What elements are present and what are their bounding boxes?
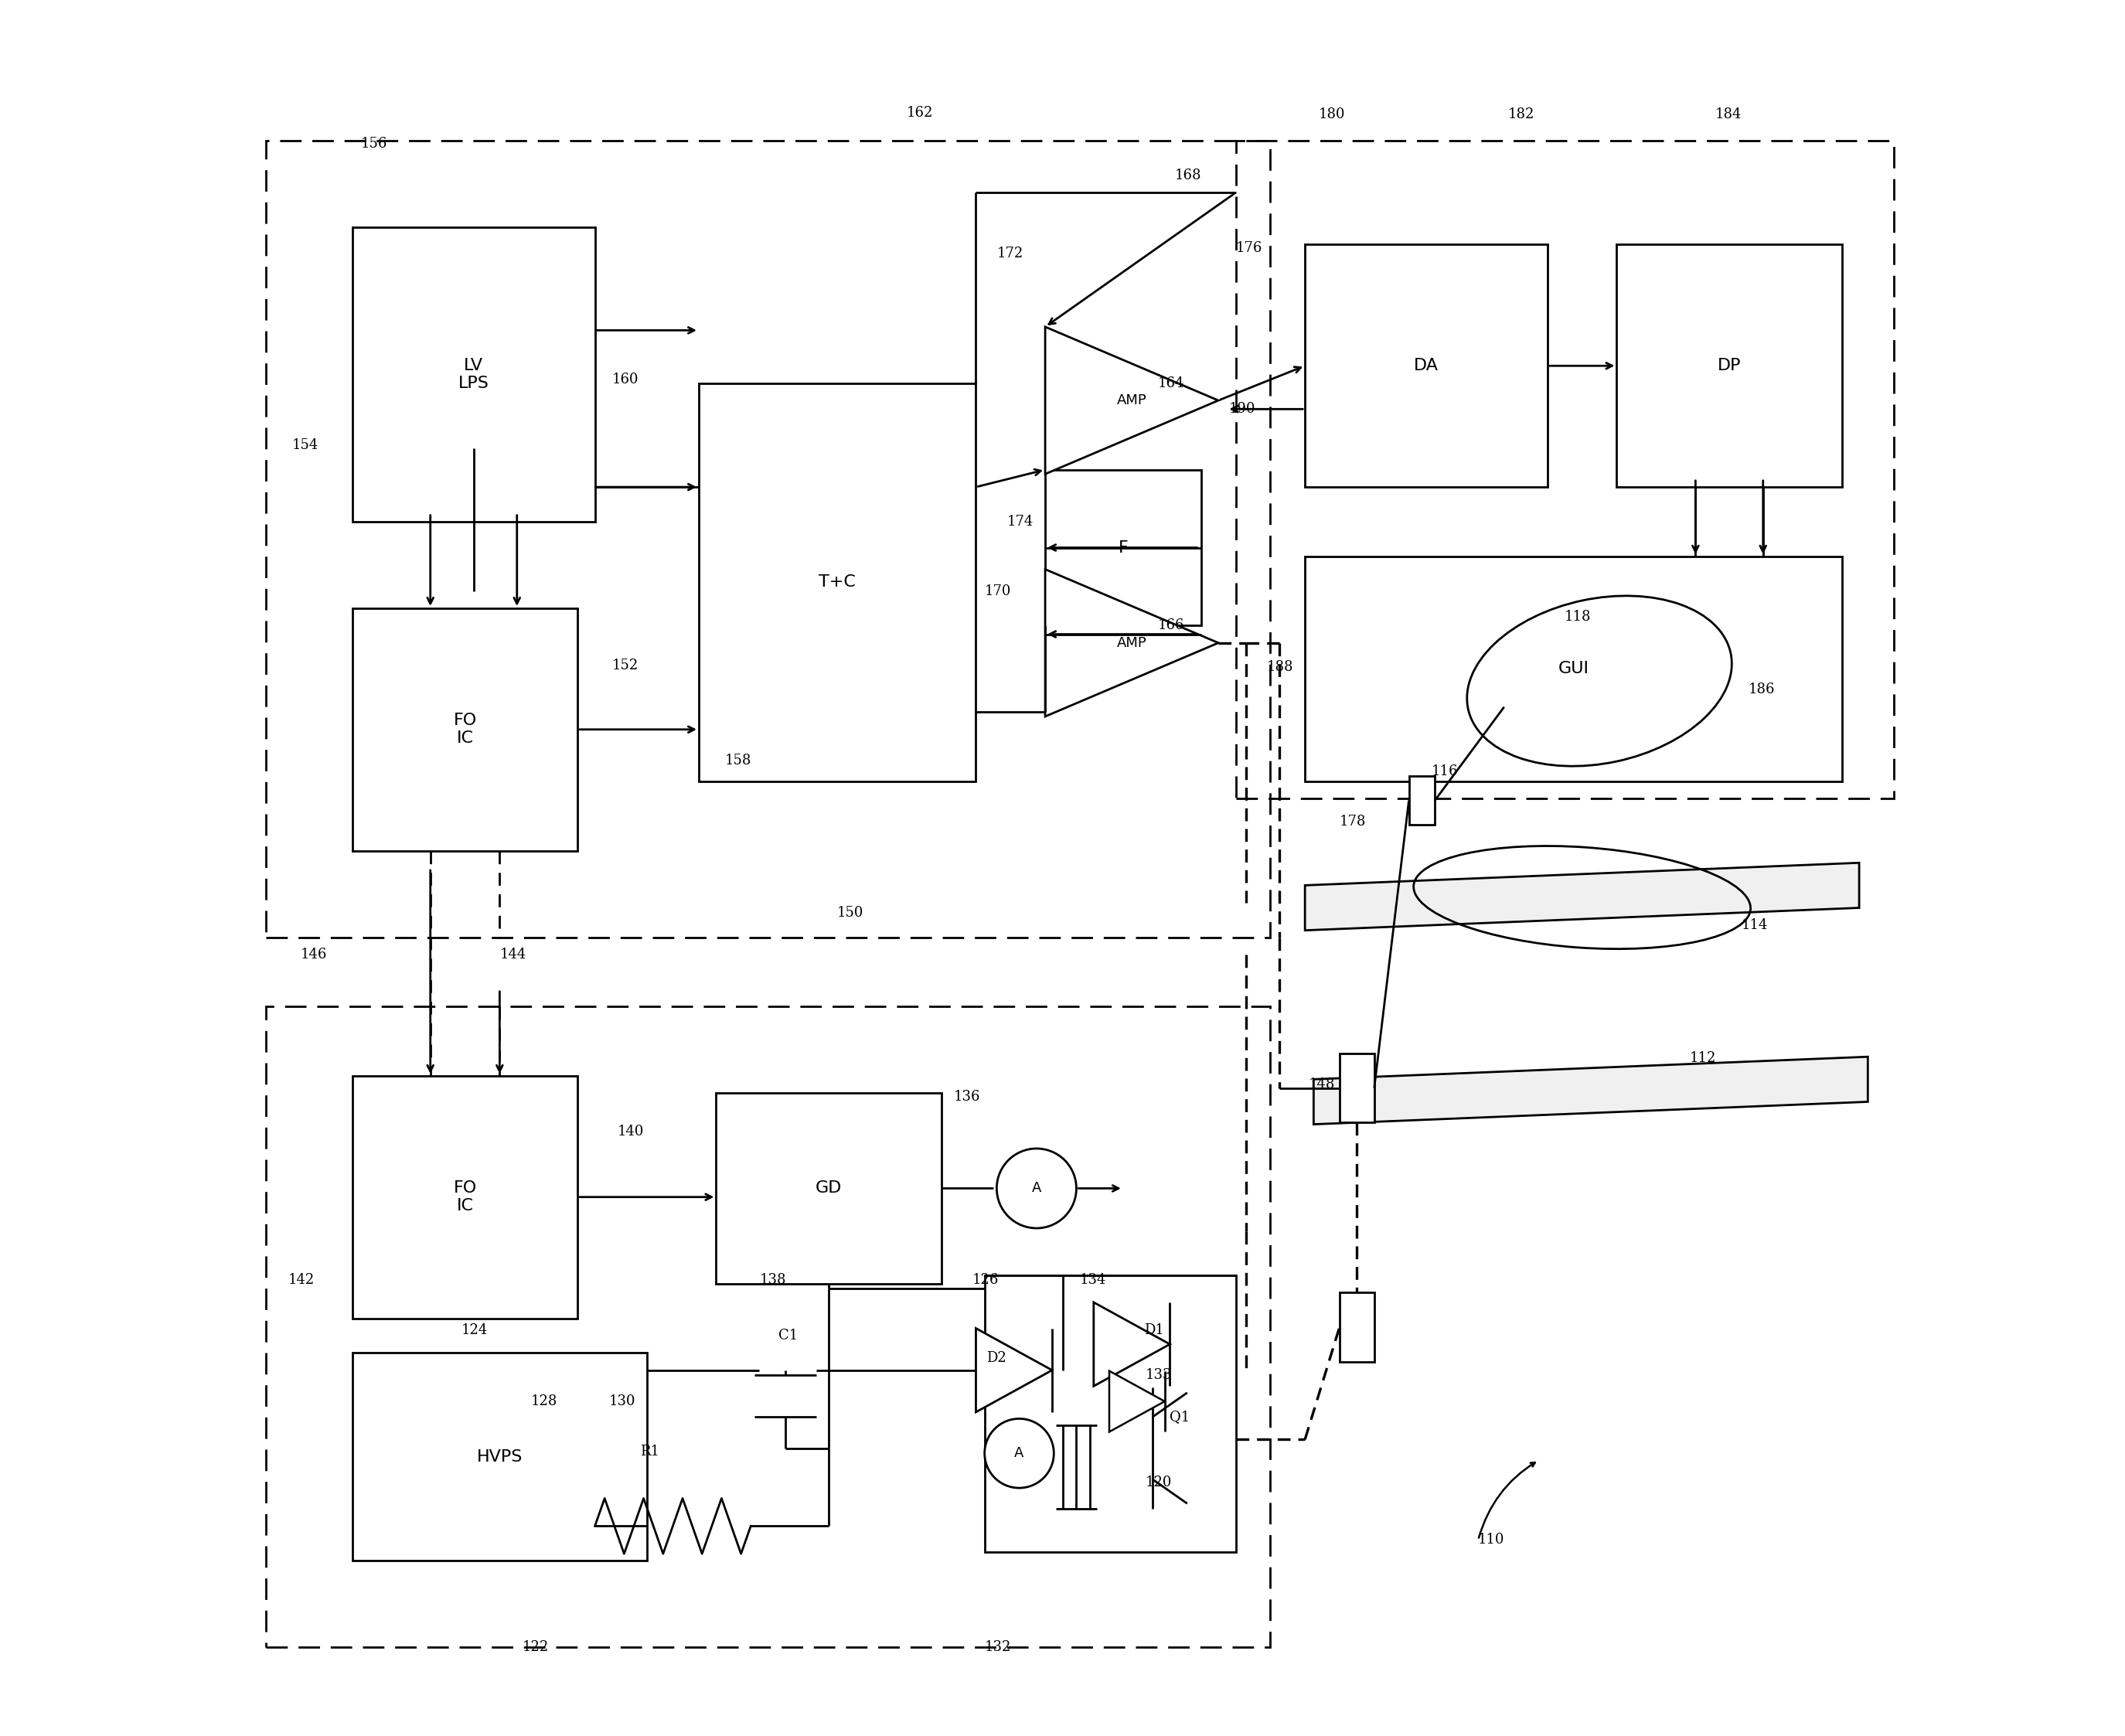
Text: 190: 190 bbox=[1228, 403, 1256, 417]
Text: 172: 172 bbox=[997, 247, 1022, 260]
Polygon shape bbox=[1109, 1371, 1164, 1432]
Text: 184: 184 bbox=[1715, 108, 1742, 122]
FancyBboxPatch shape bbox=[1305, 556, 1842, 781]
Text: 142: 142 bbox=[289, 1272, 314, 1286]
FancyBboxPatch shape bbox=[1339, 1054, 1375, 1123]
Polygon shape bbox=[1305, 863, 1859, 930]
Text: 150: 150 bbox=[837, 906, 865, 920]
Text: AMP: AMP bbox=[1118, 394, 1148, 408]
Text: F: F bbox=[1118, 540, 1128, 556]
Text: 120: 120 bbox=[1145, 1476, 1173, 1489]
Text: GUI: GUI bbox=[1558, 661, 1589, 677]
Text: LV
LPS: LV LPS bbox=[459, 358, 489, 391]
Text: 168: 168 bbox=[1175, 168, 1203, 182]
Text: 138: 138 bbox=[759, 1272, 786, 1286]
Text: 158: 158 bbox=[725, 753, 752, 767]
Text: 134: 134 bbox=[1080, 1272, 1107, 1286]
Text: 176: 176 bbox=[1237, 241, 1262, 255]
Text: D1: D1 bbox=[1143, 1323, 1164, 1337]
Text: 133: 133 bbox=[1145, 1368, 1173, 1382]
Text: 140: 140 bbox=[618, 1125, 644, 1139]
FancyBboxPatch shape bbox=[353, 608, 578, 851]
Text: DA: DA bbox=[1413, 358, 1439, 373]
FancyBboxPatch shape bbox=[1409, 776, 1434, 825]
Text: 170: 170 bbox=[984, 583, 1011, 597]
Text: 110: 110 bbox=[1479, 1533, 1504, 1547]
Text: R1: R1 bbox=[640, 1444, 659, 1458]
Polygon shape bbox=[975, 1328, 1052, 1411]
Text: 112: 112 bbox=[1689, 1052, 1717, 1066]
Text: D2: D2 bbox=[986, 1351, 1007, 1364]
Text: 124: 124 bbox=[461, 1323, 489, 1337]
FancyBboxPatch shape bbox=[716, 1094, 941, 1283]
Text: 132: 132 bbox=[984, 1641, 1011, 1654]
Text: 118: 118 bbox=[1564, 609, 1592, 623]
Text: 156: 156 bbox=[361, 137, 387, 151]
FancyBboxPatch shape bbox=[1339, 1292, 1375, 1361]
Polygon shape bbox=[1094, 1302, 1171, 1385]
FancyBboxPatch shape bbox=[353, 227, 595, 521]
Text: 188: 188 bbox=[1266, 660, 1294, 674]
Text: 166: 166 bbox=[1158, 618, 1184, 632]
Text: 178: 178 bbox=[1339, 814, 1366, 828]
Text: 160: 160 bbox=[612, 373, 640, 387]
Circle shape bbox=[984, 1418, 1054, 1488]
Text: 114: 114 bbox=[1740, 918, 1768, 932]
Text: FO
IC: FO IC bbox=[453, 1180, 476, 1213]
FancyBboxPatch shape bbox=[1617, 245, 1842, 488]
FancyBboxPatch shape bbox=[699, 384, 975, 781]
Text: 154: 154 bbox=[291, 439, 319, 453]
Text: C1: C1 bbox=[778, 1328, 799, 1342]
Text: 116: 116 bbox=[1432, 764, 1458, 778]
FancyBboxPatch shape bbox=[1046, 470, 1201, 625]
Text: 162: 162 bbox=[907, 106, 933, 120]
Text: Q1: Q1 bbox=[1171, 1410, 1190, 1424]
Polygon shape bbox=[1313, 1057, 1868, 1125]
Text: 148: 148 bbox=[1309, 1078, 1334, 1092]
FancyBboxPatch shape bbox=[353, 1076, 578, 1318]
Text: 186: 186 bbox=[1749, 682, 1774, 696]
Text: 136: 136 bbox=[954, 1090, 980, 1104]
Text: GD: GD bbox=[816, 1180, 842, 1196]
Text: 122: 122 bbox=[523, 1641, 548, 1654]
Polygon shape bbox=[1046, 569, 1218, 717]
Text: 164: 164 bbox=[1158, 377, 1184, 391]
Text: 146: 146 bbox=[300, 948, 327, 962]
Text: 130: 130 bbox=[608, 1394, 635, 1408]
Text: 128: 128 bbox=[531, 1394, 557, 1408]
Circle shape bbox=[997, 1149, 1077, 1227]
FancyBboxPatch shape bbox=[1305, 245, 1547, 488]
Text: A: A bbox=[1014, 1446, 1024, 1460]
Text: T+C: T+C bbox=[818, 575, 856, 590]
Text: AMP: AMP bbox=[1118, 635, 1148, 649]
Text: 144: 144 bbox=[499, 948, 527, 962]
Text: HVPS: HVPS bbox=[476, 1450, 523, 1465]
Text: DP: DP bbox=[1717, 358, 1740, 373]
Polygon shape bbox=[1046, 326, 1218, 474]
Text: 126: 126 bbox=[973, 1272, 999, 1286]
Text: 152: 152 bbox=[612, 658, 640, 672]
Text: 180: 180 bbox=[1320, 108, 1345, 122]
Text: FO
IC: FO IC bbox=[453, 713, 476, 746]
FancyBboxPatch shape bbox=[984, 1274, 1237, 1552]
Text: 182: 182 bbox=[1507, 108, 1534, 122]
FancyBboxPatch shape bbox=[353, 1352, 646, 1561]
Text: 174: 174 bbox=[1007, 514, 1033, 529]
Text: A: A bbox=[1033, 1182, 1041, 1196]
